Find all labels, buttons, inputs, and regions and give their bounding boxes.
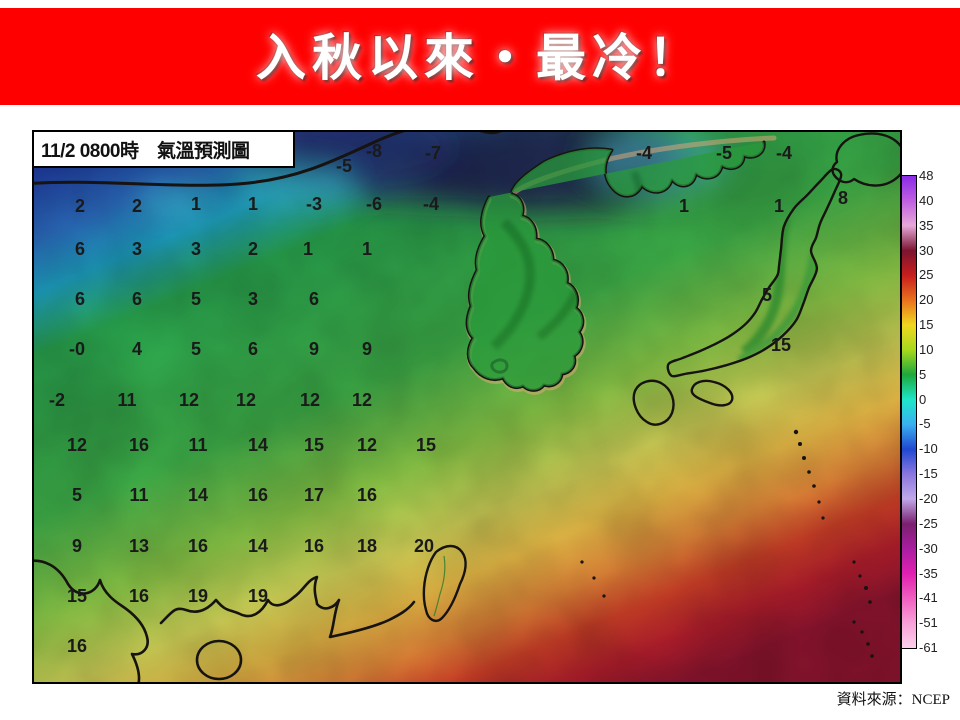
svg-text:11: 11 [129,485,148,505]
svg-text:5: 5 [762,285,772,305]
svg-text:14: 14 [248,435,268,455]
svg-text:-4: -4 [423,194,439,214]
svg-text:4: 4 [132,339,142,359]
svg-text:2: 2 [75,196,85,216]
svg-text:1: 1 [248,194,258,214]
svg-text:9: 9 [309,339,319,359]
svg-text:11: 11 [188,435,207,455]
svg-text:-5: -5 [716,143,732,163]
svg-text:16: 16 [357,485,377,505]
svg-text:15: 15 [67,586,87,606]
svg-text:14: 14 [188,485,208,505]
svg-text:5: 5 [191,339,201,359]
svg-text:12: 12 [67,435,87,455]
svg-text:15: 15 [416,435,436,455]
svg-text:9: 9 [362,339,372,359]
svg-text:12: 12 [300,390,320,410]
svg-text:15: 15 [304,435,324,455]
svg-text:11: 11 [117,390,136,410]
svg-text:12: 12 [236,390,256,410]
svg-text:-3: -3 [306,194,322,214]
svg-text:1: 1 [679,196,689,216]
svg-text:6: 6 [132,289,142,309]
svg-text:6: 6 [248,339,258,359]
svg-text:3: 3 [191,239,201,259]
svg-text:15: 15 [771,335,791,355]
svg-text:-4: -4 [776,143,792,163]
svg-text:16: 16 [129,435,149,455]
svg-text:-5: -5 [336,156,352,176]
svg-text:-8: -8 [366,141,382,161]
svg-text:17: 17 [304,485,324,505]
svg-text:2: 2 [132,196,142,216]
svg-text:1: 1 [191,194,201,214]
svg-text:8: 8 [838,188,848,208]
svg-text:2: 2 [248,239,258,259]
svg-text:-2: -2 [49,390,65,410]
svg-text:6: 6 [75,239,85,259]
svg-text:-4: -4 [636,143,652,163]
svg-text:13: 13 [129,536,149,556]
svg-text:18: 18 [357,536,377,556]
svg-text:-0: -0 [69,339,85,359]
svg-text:3: 3 [248,289,258,309]
svg-text:12: 12 [357,435,377,455]
svg-text:14: 14 [248,536,268,556]
svg-text:3: 3 [132,239,142,259]
svg-text:5: 5 [191,289,201,309]
svg-text:16: 16 [188,536,208,556]
svg-text:5: 5 [72,485,82,505]
svg-text:-6: -6 [366,194,382,214]
svg-text:6: 6 [75,289,85,309]
svg-text:20: 20 [414,536,434,556]
svg-text:16: 16 [248,485,268,505]
svg-text:1: 1 [362,239,372,259]
svg-text:16: 16 [67,636,87,656]
svg-text:19: 19 [188,586,208,606]
svg-text:6: 6 [309,289,319,309]
svg-text:16: 16 [129,586,149,606]
svg-text:1: 1 [774,196,784,216]
svg-text:9: 9 [72,536,82,556]
svg-text:1: 1 [303,239,313,259]
svg-text:-7: -7 [425,143,441,163]
svg-text:19: 19 [248,586,268,606]
svg-text:12: 12 [179,390,199,410]
svg-text:16: 16 [304,536,324,556]
svg-text:12: 12 [352,390,372,410]
